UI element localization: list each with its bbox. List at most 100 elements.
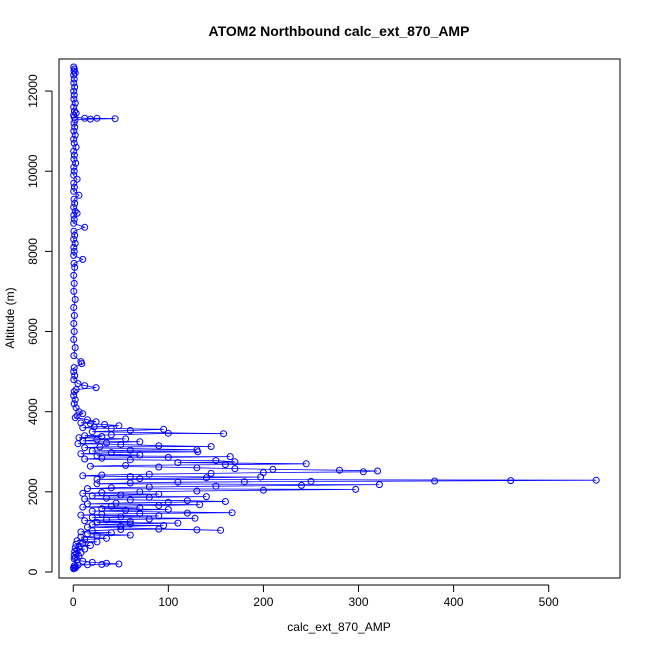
x-tick-label: 400 xyxy=(444,595,464,609)
data-point xyxy=(70,211,78,219)
data-point xyxy=(431,477,439,485)
data-point xyxy=(81,545,89,553)
data-point xyxy=(75,191,83,199)
data-point xyxy=(79,503,87,511)
data-point xyxy=(70,139,78,147)
data-point xyxy=(72,386,80,394)
data-point xyxy=(70,328,78,335)
data-point xyxy=(88,527,96,535)
y-axis: 0 2000 4000 6000 8000 10000 12000 xyxy=(26,74,53,575)
data-point xyxy=(507,477,515,485)
data-point xyxy=(70,71,78,79)
data-point xyxy=(84,561,91,569)
data-point xyxy=(259,486,267,494)
data-point xyxy=(70,167,78,175)
data-point xyxy=(126,520,134,528)
data-point xyxy=(145,470,153,478)
data-point xyxy=(98,454,106,462)
data-point xyxy=(88,492,96,500)
data-point xyxy=(70,95,78,103)
data-point xyxy=(70,227,78,235)
data-point xyxy=(71,207,79,215)
data-point xyxy=(126,479,134,487)
data-point xyxy=(73,412,81,420)
series-line xyxy=(72,66,597,570)
data-point xyxy=(174,459,182,467)
data-point xyxy=(307,477,315,485)
data-point xyxy=(70,565,78,573)
data-point xyxy=(86,542,94,549)
data-point xyxy=(269,465,277,473)
data-point xyxy=(70,203,78,211)
data-point xyxy=(298,481,305,489)
data-point xyxy=(257,473,265,481)
data-point xyxy=(226,453,234,461)
data-point xyxy=(70,151,78,159)
data-point xyxy=(98,471,106,479)
data-point xyxy=(196,501,204,509)
data-point xyxy=(70,364,78,372)
data-point xyxy=(155,512,163,520)
data-point xyxy=(70,279,78,287)
data-point xyxy=(193,464,201,472)
data-point xyxy=(352,485,360,493)
data-point xyxy=(77,549,85,557)
data-point xyxy=(93,480,101,488)
data-point xyxy=(70,352,78,360)
data-point xyxy=(77,533,85,541)
data-point xyxy=(202,493,210,501)
data-point xyxy=(155,490,163,498)
data-point xyxy=(126,456,134,464)
data-point xyxy=(70,79,78,87)
data-point xyxy=(107,449,115,457)
data-point xyxy=(136,510,144,517)
y-tick-label: 8000 xyxy=(26,238,40,265)
data-point xyxy=(93,538,101,546)
data-point xyxy=(207,469,215,477)
data-point xyxy=(107,431,115,439)
data-point xyxy=(86,462,94,470)
data-point xyxy=(126,446,134,454)
data-point xyxy=(336,466,343,474)
data-point xyxy=(93,436,101,444)
data-point xyxy=(71,123,79,131)
data-point xyxy=(73,537,81,545)
x-tick-label: 300 xyxy=(349,595,369,609)
data-point xyxy=(231,458,239,466)
data-point xyxy=(70,187,78,195)
data-point xyxy=(70,304,78,311)
data-point xyxy=(71,344,79,352)
data-point xyxy=(122,435,130,443)
data-point xyxy=(71,99,79,107)
data-point xyxy=(81,382,89,390)
data-point xyxy=(84,523,91,531)
data-point xyxy=(70,400,78,408)
data-point xyxy=(217,526,225,534)
data-point xyxy=(164,429,172,437)
x-tick-label: 500 xyxy=(539,595,559,609)
data-point xyxy=(70,91,78,99)
data-point xyxy=(96,443,104,451)
data-point xyxy=(70,219,78,227)
data-point xyxy=(77,419,85,427)
data-point xyxy=(77,511,85,519)
data-point xyxy=(81,517,89,525)
data-point xyxy=(72,159,80,167)
y-tick-label: 10000 xyxy=(26,154,40,188)
data-point xyxy=(70,179,78,187)
data-point xyxy=(160,425,168,433)
data-point xyxy=(117,526,125,533)
data-point xyxy=(70,183,78,191)
data-point xyxy=(71,83,79,91)
data-point xyxy=(220,430,227,438)
data-point xyxy=(70,135,78,143)
y-tick-label: 6000 xyxy=(26,318,40,345)
data-point xyxy=(103,534,110,542)
data-point xyxy=(71,263,79,271)
data-point xyxy=(88,428,96,436)
data-point xyxy=(81,444,89,452)
data-point xyxy=(70,171,78,179)
data-point xyxy=(70,247,78,255)
data-point xyxy=(155,525,163,533)
data-point xyxy=(75,408,83,416)
